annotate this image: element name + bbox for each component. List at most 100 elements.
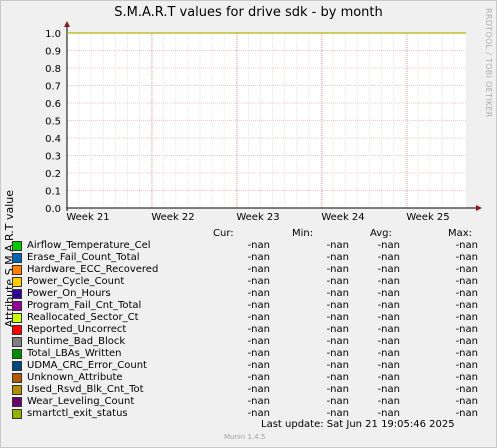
legend-value-avg: -nan — [377, 276, 400, 287]
legend-label: Runtime_Bad_Block — [27, 336, 126, 347]
legend-header-max: Max: — [448, 228, 473, 239]
x-tick-label: Week 22 — [151, 212, 194, 223]
y-tick-label: 0.7 — [45, 82, 61, 93]
legend-value-max: -nan — [455, 300, 478, 311]
legend-swatch — [12, 337, 22, 347]
legend-value-min: -nan — [326, 360, 349, 371]
legend-value-cur: -nan — [247, 288, 270, 299]
legend-value-min: -nan — [326, 408, 349, 419]
legend-swatch — [12, 373, 22, 383]
legend-label: Used_Rsvd_Blk_Cnt_Tot — [27, 384, 144, 395]
legend-swatch — [12, 325, 22, 335]
legend-value-max: -nan — [455, 264, 478, 275]
legend-value-avg: -nan — [377, 360, 400, 371]
legend-header-min: Min: — [292, 228, 314, 239]
legend-value-min: -nan — [326, 384, 349, 395]
legend-label: Reallocated_Sector_Ct — [27, 312, 139, 323]
legend-value-cur: -nan — [247, 372, 270, 383]
legend-value-cur: -nan — [247, 408, 270, 419]
legend-label: smartctl_exit_status — [27, 408, 128, 419]
legend-value-min: -nan — [326, 348, 349, 359]
legend-swatch — [12, 265, 22, 275]
legend-label: Reported_Uncorrect — [27, 324, 127, 335]
legend-value-cur: -nan — [247, 300, 270, 311]
y-tick-label: 0.6 — [45, 99, 61, 110]
legend-label: Airflow_Temperature_Cel — [27, 240, 151, 251]
legend-value-max: -nan — [455, 408, 478, 419]
legend-label: Total_LBAs_Written — [27, 348, 122, 359]
y-tick-label: 0.3 — [45, 152, 61, 163]
legend-value-cur: -nan — [247, 384, 270, 395]
legend-value-cur: -nan — [247, 396, 270, 407]
legend-value-avg: -nan — [377, 264, 400, 275]
legend-value-avg: -nan — [377, 252, 400, 263]
y-tick-label: 0.5 — [45, 117, 61, 128]
legend-label: Hardware_ECC_Recovered — [27, 264, 159, 275]
legend-value-min: -nan — [326, 396, 349, 407]
legend-value-cur: -nan — [247, 324, 270, 335]
legend-value-min: -nan — [326, 288, 349, 299]
legend-value-cur: -nan — [247, 336, 270, 347]
legend-value-avg: -nan — [377, 324, 400, 335]
legend-value-max: -nan — [455, 396, 478, 407]
legend-value-avg: -nan — [377, 288, 400, 299]
legend-header-avg: Avg: — [370, 228, 392, 239]
y-tick-label: 0.9 — [45, 47, 61, 58]
x-tick-label: Week 25 — [406, 212, 449, 223]
legend-value-cur: -nan — [247, 264, 270, 275]
y-tick-label: 0.4 — [45, 134, 61, 145]
legend-value-avg: -nan — [377, 336, 400, 347]
legend-value-max: -nan — [455, 360, 478, 371]
legend-swatch — [12, 277, 22, 287]
legend-swatch — [12, 241, 22, 251]
legend-value-max: -nan — [455, 348, 478, 359]
legend-label: Power_Cycle_Count — [27, 276, 125, 287]
legend-header-cur: Cur: — [213, 228, 234, 239]
legend-value-cur: -nan — [247, 252, 270, 263]
legend-value-cur: -nan — [247, 360, 270, 371]
y-tick-label: 0.8 — [45, 64, 61, 75]
y-tick-label: 1.0 — [45, 29, 61, 40]
legend-label: Erase_Fail_Count_Total — [27, 252, 140, 263]
legend-swatch — [12, 361, 22, 371]
legend-value-max: -nan — [455, 372, 478, 383]
legend-value-min: -nan — [326, 240, 349, 251]
y-tick-label: 0.1 — [45, 187, 61, 198]
legend-value-cur: -nan — [247, 312, 270, 323]
legend-value-min: -nan — [326, 324, 349, 335]
legend-swatch — [12, 397, 22, 407]
legend-value-min: -nan — [326, 300, 349, 311]
legend-value-avg: -nan — [377, 348, 400, 359]
legend-value-min: -nan — [326, 336, 349, 347]
legend-value-max: -nan — [455, 312, 478, 323]
legend-value-avg: -nan — [377, 384, 400, 395]
legend-value-max: -nan — [455, 240, 478, 251]
legend-swatch — [12, 253, 22, 263]
munin-version: Munin 1.4.5 — [224, 433, 266, 441]
legend-value-min: -nan — [326, 252, 349, 263]
last-update-text: Last update: Sat Jun 21 19:05:46 2025 — [261, 419, 455, 430]
chart-title: S.M.A.R.T values for drive sdk - by mont… — [114, 5, 383, 20]
legend-swatch — [12, 289, 22, 299]
legend-swatch — [12, 409, 22, 419]
x-tick-label: Week 23 — [236, 212, 279, 223]
legend-value-min: -nan — [326, 276, 349, 287]
legend-value-avg: -nan — [377, 312, 400, 323]
legend-value-avg: -nan — [377, 240, 400, 251]
legend-label: UDMA_CRC_Error_Count — [27, 360, 147, 371]
legend-swatch — [12, 385, 22, 395]
legend-label: Wear_Leveling_Count — [27, 396, 135, 407]
legend-value-avg: -nan — [377, 300, 400, 311]
legend-swatch — [12, 349, 22, 359]
legend-value-max: -nan — [455, 276, 478, 287]
legend-value-cur: -nan — [247, 276, 270, 287]
legend-value-max: -nan — [455, 252, 478, 263]
x-axis-arrow — [476, 205, 482, 211]
legend-value-min: -nan — [326, 264, 349, 275]
legend-value-max: -nan — [455, 288, 478, 299]
y-tick-label: 0.0 — [45, 204, 61, 215]
legend-swatch — [12, 301, 22, 311]
legend-swatch — [12, 313, 22, 323]
legend-label: Program_Fail_Cnt_Total — [27, 300, 142, 311]
legend-value-avg: -nan — [377, 408, 400, 419]
